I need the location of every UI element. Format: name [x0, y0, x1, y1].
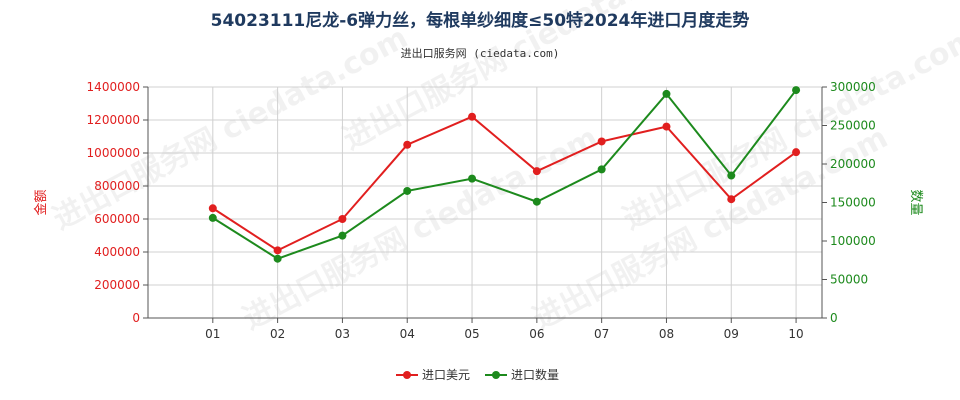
legend-swatch-marker-0 [403, 371, 411, 379]
series-1-point-7[interactable] [662, 89, 671, 98]
legend-label-1[interactable]: 进口数量 [511, 367, 559, 382]
y-left-tick-label-3: 600000 [94, 212, 140, 226]
series-0-point-1[interactable] [273, 246, 282, 255]
series-line-1 [212, 89, 797, 260]
x-tick-label-0: 01 [205, 327, 220, 341]
series-1-point-0[interactable] [208, 213, 217, 222]
x-tick-label-5: 06 [529, 327, 544, 341]
series-0-point-5[interactable] [532, 167, 541, 176]
y-left-tick-label-6: 1200000 [87, 113, 140, 127]
series-1-point-1[interactable] [273, 254, 282, 263]
chart-subtitle: 进出口服务网 (ciedata.com) [401, 46, 560, 60]
y-right-tick-label-0: 0 [830, 311, 838, 325]
series-layer [208, 86, 801, 263]
y-left-tick-labels: 0 200000 400000 600000 800000 1000000 1200000 1… [87, 80, 148, 325]
series-1-point-3[interactable] [403, 186, 412, 195]
y-right-tick-label-4: 200000 [830, 157, 876, 171]
x-tick-label-6: 07 [594, 327, 609, 341]
series-0-point-4[interactable] [468, 112, 477, 121]
y-left-tick-label-4: 800000 [94, 179, 140, 193]
series-1-point-9[interactable] [792, 86, 801, 95]
series-1-point-5[interactable] [532, 197, 541, 206]
series-0-point-9[interactable] [792, 148, 801, 157]
series-1-point-6[interactable] [597, 165, 606, 174]
y-left-tick-label-1: 200000 [94, 278, 140, 292]
chart-title: 54023111尼龙-6弹力丝，每根单纱细度≤50特2024年进口月度走势 [211, 10, 750, 31]
series-0-point-7[interactable] [662, 122, 671, 131]
y-right-tick-label-3: 150000 [830, 196, 876, 210]
y-left-tick-label-5: 1000000 [87, 146, 140, 160]
x-tick-label-8: 09 [724, 327, 739, 341]
legend: 进口美元 进口数量 [396, 367, 559, 382]
y-left-axis-label: 金额 [33, 189, 49, 215]
x-tick-label-3: 04 [400, 327, 415, 341]
y-right-tick-label-1: 50000 [830, 273, 868, 287]
series-1-point-2[interactable] [338, 231, 347, 240]
y-right-tick-label-2: 100000 [830, 234, 876, 248]
series-1-point-8[interactable] [727, 171, 736, 180]
series-0-point-0[interactable] [208, 204, 217, 213]
y-left-tick-label-7: 1400000 [87, 80, 140, 94]
x-tick-label-7: 08 [659, 327, 674, 341]
legend-swatch-marker-1 [492, 371, 500, 379]
grid-lines [148, 86, 823, 319]
series-1-point-4[interactable] [468, 174, 477, 183]
legend-label-0[interactable]: 进口美元 [422, 368, 470, 382]
y-right-tick-labels: 0 50000 100000 150000 200000 250000 300000 [822, 80, 876, 325]
y-right-axis-label: 数量 [908, 189, 923, 215]
y-left-tick-label-0: 0 [132, 311, 140, 325]
series-line-0 [212, 115, 797, 252]
x-tick-label-1: 02 [270, 327, 285, 341]
x-tick-label-2: 03 [335, 327, 350, 341]
series-0-point-3[interactable] [403, 140, 412, 149]
series-0-point-6[interactable] [597, 137, 606, 146]
y-right-tick-label-5: 250000 [830, 119, 876, 133]
y-right-tick-label-6: 300000 [830, 80, 876, 94]
x-tick-label-9: 10 [788, 327, 803, 341]
y-left-tick-label-2: 400000 [94, 245, 140, 259]
x-tick-label-4: 05 [464, 327, 479, 341]
x-tick-labels: 01 02 03 04 05 06 07 08 09 10 [205, 318, 804, 341]
series-0-point-8[interactable] [727, 195, 736, 204]
series-0-point-2[interactable] [338, 215, 347, 223]
